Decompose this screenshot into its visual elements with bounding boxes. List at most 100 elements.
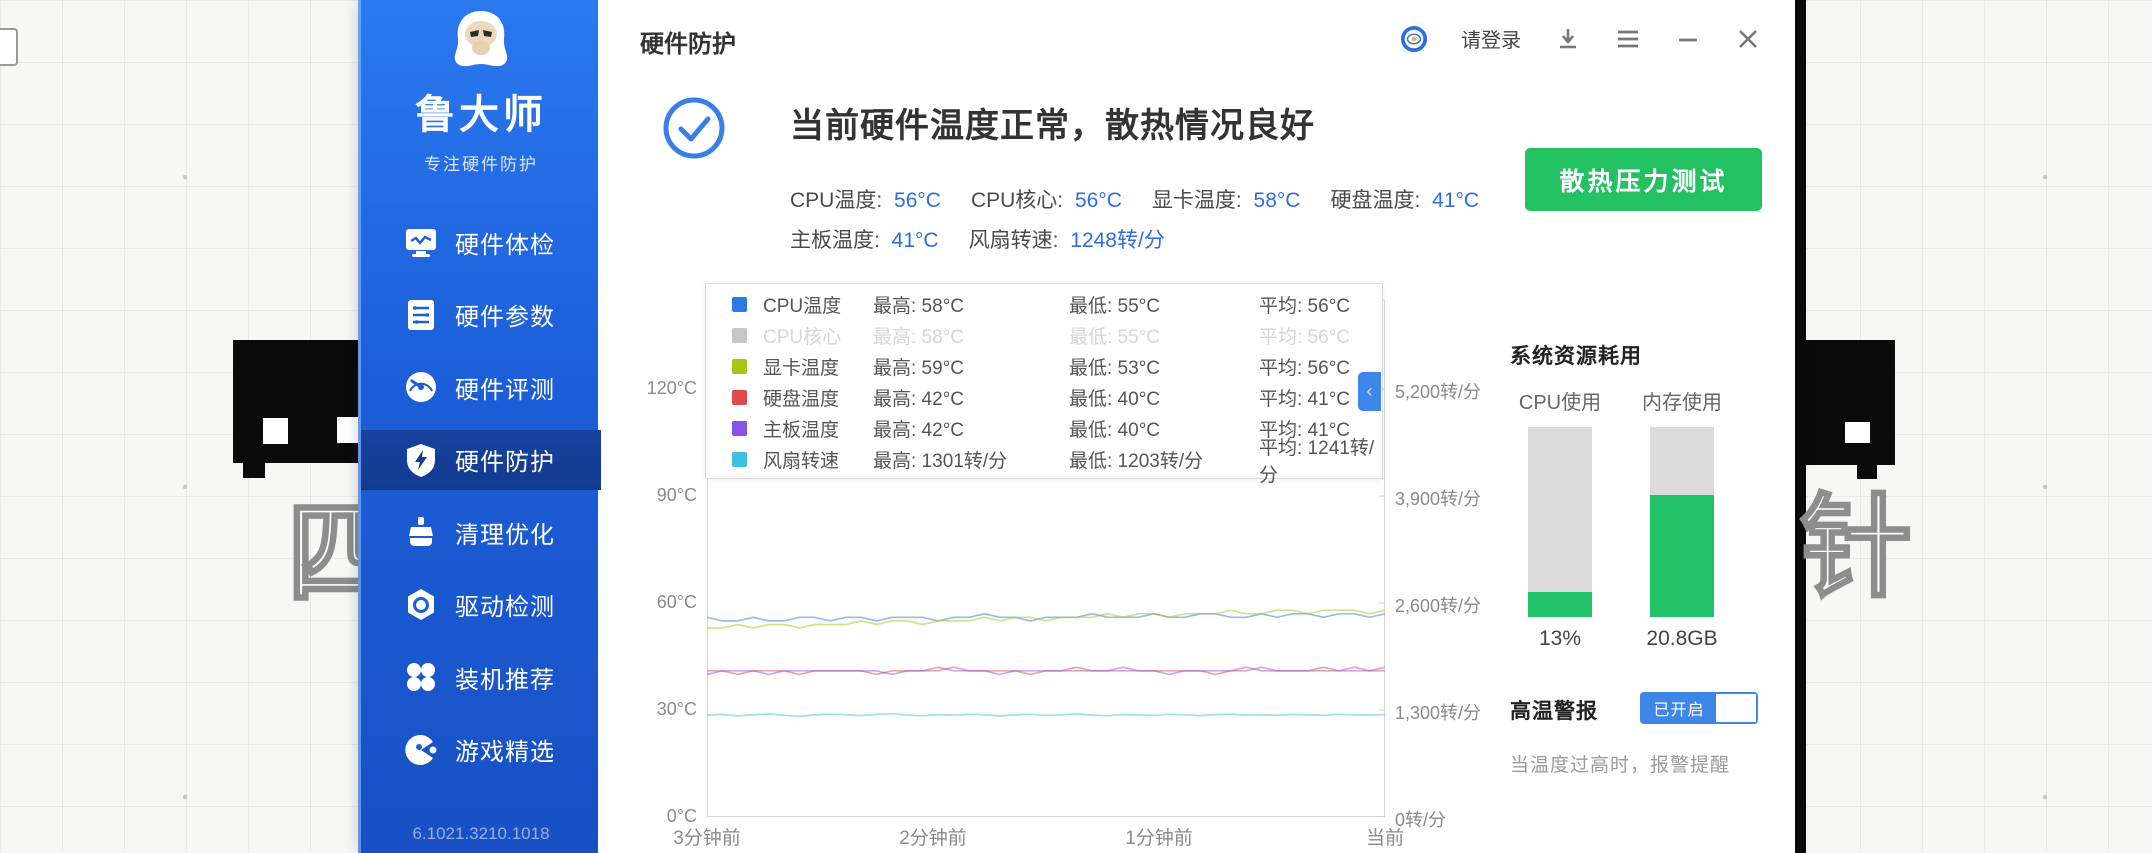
- x-axis-tick: 2分钟前: [899, 828, 967, 849]
- y-axis-tick-right: 1,300转/分: [1395, 702, 1482, 723]
- temperature-metric: 硬盘温度: 41°C: [1330, 189, 1480, 212]
- creature-right-eye: [1845, 422, 1870, 443]
- sidebar-item-label: 硬件评测: [455, 376, 555, 404]
- legend-text: 最低: 1203转/分: [1069, 451, 1204, 472]
- sidebar-item-6[interactable]: 驱动检测: [361, 575, 601, 635]
- x-axis-tick: 当前: [1365, 828, 1405, 849]
- sidebar-item-8[interactable]: 游戏精选: [361, 720, 601, 780]
- legend-row[interactable]: CPU温度 最高: 58°C 最低: 55°C 平均: 56°C: [706, 289, 1382, 320]
- minimize-icon[interactable]: [1675, 26, 1701, 52]
- legend-text: 平均: 1241转/分: [1259, 437, 1375, 486]
- status-ok-icon: [662, 96, 726, 160]
- legend-color-swatch: [732, 421, 747, 436]
- legend-text: 平均: 56°C: [1259, 358, 1351, 379]
- legend-row[interactable]: 硬盘温度 最高: 42°C 最低: 40°C 平均: 41°C: [706, 382, 1382, 413]
- app-logo-icon: [454, 11, 508, 67]
- y-axis-tick-left: 60°C: [656, 592, 697, 613]
- legend-color-swatch: [732, 328, 747, 343]
- app-slogan: 专注硬件防护: [424, 155, 538, 174]
- x-axis-tick: 3分钟前: [673, 828, 741, 849]
- background-creature-right: [1803, 340, 1895, 465]
- legend-text: 主板温度: [763, 420, 840, 441]
- legend-text: 最高: 42°C: [873, 389, 965, 410]
- legend-text: 最高: 58°C: [873, 327, 965, 348]
- download-icon[interactable]: [1555, 26, 1581, 52]
- creature-left-eye: [337, 417, 362, 443]
- main-menu-icon[interactable]: [1615, 26, 1641, 52]
- legend-text: 最低: 40°C: [1069, 389, 1161, 410]
- legend-text: 最高: 58°C: [873, 296, 965, 317]
- resources-title: 系统资源耗用: [1510, 345, 1642, 368]
- legend-text: 最低: 53°C: [1069, 358, 1161, 379]
- close-icon[interactable]: [1735, 26, 1761, 52]
- y-axis-tick-left: 0°C: [666, 806, 697, 826]
- legend-text: 最高: 59°C: [873, 358, 965, 379]
- legend-row[interactable]: 显卡温度 最高: 59°C 最低: 53°C 平均: 56°C: [706, 351, 1382, 382]
- app-version: 6.1021.3210.1018: [412, 824, 550, 843]
- legend-row[interactable]: CPU核心 最高: 58°C 最低: 55°C 平均: 56°C: [706, 320, 1382, 351]
- gauge-icon: [403, 369, 439, 405]
- legend-text: 显卡温度: [763, 358, 840, 379]
- legend-text: 平均: 56°C: [1259, 296, 1351, 317]
- temperature-metric: CPU核心: 56°C: [970, 189, 1122, 212]
- resource-bar-group: CPU使用 13%: [1496, 386, 1624, 651]
- background-creature-left: [233, 340, 365, 463]
- legend-text: 最低: 55°C: [1069, 296, 1161, 317]
- y-axis-tick-left: 120°C: [646, 378, 697, 399]
- y-axis-tick-right: 2,600转/分: [1395, 595, 1482, 616]
- driver-icon: [403, 587, 439, 623]
- resource-bar-label: CPU使用: [1518, 392, 1602, 414]
- background-character-right: 针: [1799, 485, 1914, 610]
- legend-text: CPU核心: [763, 327, 842, 348]
- sidebar-item-label: 硬件体检: [455, 231, 555, 259]
- legend-collapse-handle[interactable]: ‹: [1358, 372, 1381, 411]
- sidebar-item-label: 驱动检测: [455, 594, 555, 621]
- legend-color-swatch: [732, 390, 747, 405]
- y-axis-tick-left: 90°C: [656, 485, 697, 506]
- temperature-summary-row: CPU温度: 56°C CPU核心: 56°C 显卡温度: 58°C 硬盘温度: 41…: [790, 184, 1479, 214]
- legend-text: 平均: 56°C: [1259, 327, 1351, 348]
- user-avatar-icon[interactable]: [1401, 25, 1427, 52]
- temperature-metric: CPU温度: 56°C: [790, 189, 941, 212]
- alarm-toggle[interactable]: 已开启: [1640, 692, 1758, 724]
- legend-text: 硬盘温度: [763, 389, 840, 410]
- page-title: 硬件防护: [640, 31, 736, 58]
- alarm-description: 当温度过高时，报警提醒: [1510, 755, 1731, 776]
- alarm-toggle-knob: [1716, 694, 1756, 722]
- params-icon: [403, 297, 439, 333]
- legend-text: 最低: 40°C: [1069, 420, 1161, 441]
- temperature-summary-row: 主板温度: 41°C 风扇转速: 1248转/分: [790, 224, 1165, 254]
- legend-text: 最高: 42°C: [873, 420, 965, 441]
- sidebar-item-1[interactable]: 硬件体检: [361, 212, 601, 272]
- resource-bar-value: 20.8GB: [1646, 627, 1718, 650]
- chart-legend-panel: CPU温度 最高: 58°C 最低: 55°C 平均: 56°C CPU核心 最高: 58…: [705, 283, 1383, 486]
- game-icon: [403, 732, 439, 768]
- resource-bar-value: 13%: [1538, 627, 1582, 650]
- sidebar-item-2[interactable]: 硬件参数: [361, 285, 601, 345]
- resource-bar-fill: [1528, 592, 1592, 617]
- legend-text: 最低: 55°C: [1069, 327, 1161, 348]
- legend-row[interactable]: 风扇转速 最高: 1301转/分 最低: 1203转/分 平均: 1241转/分: [706, 438, 1382, 486]
- status-headline: 当前硬件温度正常，散热情况良好: [790, 107, 1315, 145]
- stress-test-button[interactable]: 散热压力测试: [1525, 148, 1762, 211]
- legend-row[interactable]: 主板温度 最高: 42°C 最低: 40°C 平均: 41°C: [706, 413, 1382, 444]
- sidebar-item-4[interactable]: 硬件防护: [361, 429, 601, 490]
- sidebar-item-5[interactable]: 清理优化: [361, 502, 601, 562]
- legend-color-swatch: [732, 359, 747, 374]
- creature-left-eye: [263, 418, 288, 444]
- temperature-metric: 风扇转速: 1248转/分: [968, 229, 1165, 252]
- app-window: 鲁大师 专注硬件防护 硬件体检 硬件参数 硬件评测 硬件防护 清理优化 驱动检测 装机推荐游…: [358, 0, 1795, 853]
- legend-color-swatch: [732, 297, 747, 312]
- y-axis-tick-left: 30°C: [656, 699, 697, 720]
- alarm-title: 高温警报: [1510, 700, 1598, 723]
- login-link[interactable]: 请登录: [1461, 30, 1521, 52]
- resource-bar-label: 内存使用: [1642, 392, 1722, 414]
- sidebar-item-3[interactable]: 硬件评测: [361, 357, 601, 417]
- legend-color-swatch: [732, 452, 747, 467]
- sidebar-item-7[interactable]: 装机推荐: [361, 647, 601, 707]
- window-controls: 请登录: [1401, 24, 1761, 53]
- sidebar-item-label: 硬件参数: [455, 304, 555, 331]
- temperature-metric: 主板温度: 41°C: [790, 229, 939, 252]
- x-axis-tick: 1分钟前: [1125, 828, 1193, 849]
